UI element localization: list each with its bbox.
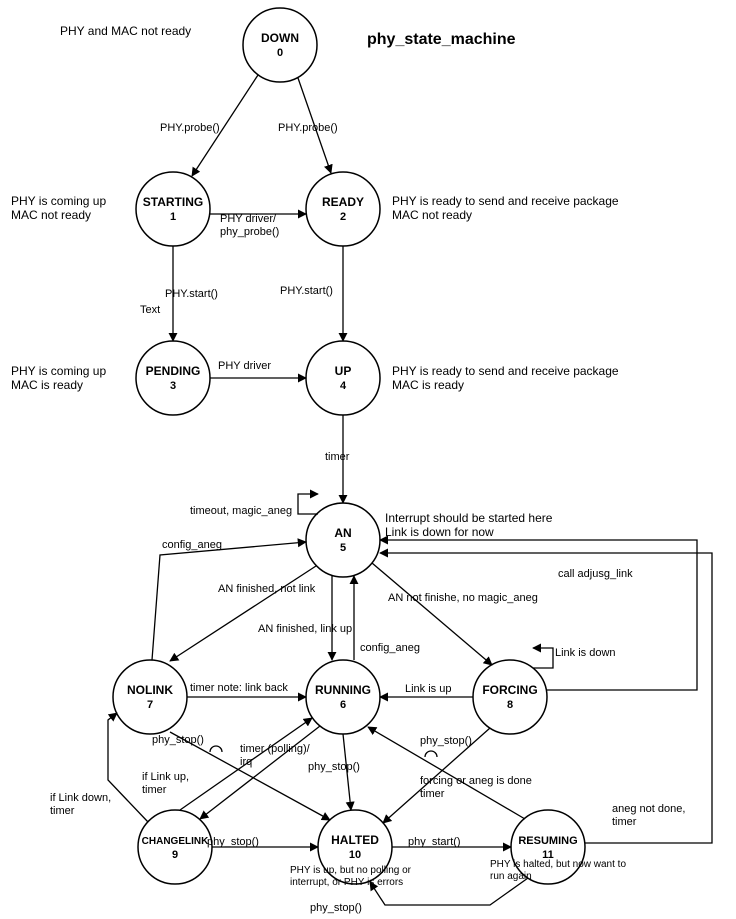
- svg-text:STARTING: STARTING: [143, 195, 203, 209]
- edge-label: phy_start(): [408, 836, 461, 848]
- svg-text:3: 3: [170, 380, 176, 392]
- node-pending: PENDING 3: [136, 341, 210, 415]
- svg-text:1: 1: [170, 211, 176, 223]
- edge-label: if Link up,: [142, 771, 189, 783]
- svg-text:RESUMING: RESUMING: [518, 835, 577, 847]
- side-notes: PHY and MAC not ready PHY is coming up M…: [11, 24, 626, 888]
- svg-text:run again: run again: [490, 871, 532, 882]
- edge-labels: PHY.probe() PHY.probe() PHY driver/phy_pro…: [50, 122, 685, 914]
- edge-label: call adjusg_link: [558, 568, 633, 580]
- svg-text:PHY is up, but no polling or: PHY is up, but no polling or: [290, 865, 412, 876]
- svg-text:9: 9: [172, 849, 178, 861]
- svg-text:NOLINK: NOLINK: [127, 683, 173, 697]
- svg-text:READY: READY: [322, 195, 364, 209]
- edge-label: forcing or aneg is done: [420, 775, 532, 787]
- svg-text:Link is down for now: Link is down for now: [385, 525, 494, 539]
- svg-text:UP: UP: [335, 364, 352, 378]
- edge-label: PHY.probe(): [278, 122, 338, 134]
- node-up: UP 4: [306, 341, 380, 415]
- svg-text:PHY is coming up: PHY is coming up: [11, 364, 106, 378]
- svg-text:6: 6: [340, 699, 346, 711]
- edge-label: PHY driver/: [220, 213, 277, 225]
- svg-text:MAC not ready: MAC not ready: [392, 208, 472, 222]
- node-ready: READY 2: [306, 172, 380, 246]
- edge-label: AN finished, link up: [258, 623, 352, 635]
- edge-label: timer: [142, 784, 167, 796]
- node-starting: STARTING 1: [136, 172, 210, 246]
- edge-label: config_aneg: [162, 539, 222, 551]
- svg-text:7: 7: [147, 699, 153, 711]
- svg-text:MAC is ready: MAC is ready: [392, 378, 464, 392]
- edge-label: timer (polling)/: [240, 743, 311, 755]
- edge-label: PHY.start(): [165, 288, 218, 300]
- edge-label: PHY.probe(): [160, 122, 220, 134]
- svg-text:DOWN: DOWN: [261, 31, 299, 45]
- nodes-group: DOWN 0 STARTING 1 READY 2 PENDING 3 UP 4…: [113, 8, 585, 884]
- svg-text:5: 5: [340, 542, 346, 554]
- svg-text:PHY is ready to send and recei: PHY is ready to send and receive package: [392, 364, 619, 378]
- svg-text:AN: AN: [334, 526, 351, 540]
- svg-text:PHY and MAC not ready: PHY and MAC not ready: [60, 24, 191, 38]
- svg-text:PHY is coming up: PHY is coming up: [11, 194, 106, 208]
- node-changelink: CHANGELINK 9: [138, 810, 212, 884]
- edge-label: timer note: link back: [190, 682, 288, 694]
- edge-label: phy_stop(): [308, 761, 360, 773]
- edge-label: if Link down,: [50, 792, 111, 804]
- edge-label: Link is down: [555, 647, 616, 659]
- edge-label: AN finished, not link: [218, 583, 316, 595]
- node-an: AN 5: [306, 503, 380, 577]
- edge-label: Link is up: [405, 683, 451, 695]
- svg-text:0: 0: [277, 47, 283, 59]
- svg-text:PHY is ready to send and recei: PHY is ready to send and receive package: [392, 194, 619, 208]
- svg-text:Interrupt should be started he: Interrupt should be started here: [385, 511, 553, 525]
- edge-label: timer: [612, 816, 637, 828]
- svg-text:PHY is halted, but now want to: PHY is halted, but now want to: [490, 859, 626, 870]
- edge-label: aneg not done,: [612, 803, 685, 815]
- svg-text:4: 4: [340, 380, 347, 392]
- edge-label: phy_probe(): [220, 226, 279, 238]
- svg-text:RUNNING: RUNNING: [315, 683, 371, 697]
- svg-text:2: 2: [340, 211, 346, 223]
- node-forcing: FORCING 8: [473, 660, 547, 734]
- svg-text:MAC not ready: MAC not ready: [11, 208, 91, 222]
- edge-label: irq: [240, 756, 252, 768]
- edge-label: config_aneg: [360, 642, 420, 654]
- edge-label: PHY.start(): [280, 285, 333, 297]
- diagram-title: phy_state_machine: [367, 31, 516, 48]
- node-running: RUNNING 6: [306, 660, 380, 734]
- node-nolink: NOLINK 7: [113, 660, 187, 734]
- svg-text:CHANGELINK: CHANGELINK: [142, 836, 209, 847]
- svg-text:interrupt, or PHY is errors: interrupt, or PHY is errors: [290, 877, 403, 888]
- edge-label: Text: [140, 304, 160, 316]
- edge-label: timeout, magic_aneg: [190, 505, 292, 517]
- edge-label: timer: [420, 788, 445, 800]
- svg-text:PENDING: PENDING: [146, 364, 201, 378]
- edge-label: timer: [50, 805, 75, 817]
- edge-label: AN not finishe, no magic_aneg: [388, 592, 538, 604]
- edge-label: phy_stop(): [420, 735, 472, 747]
- svg-text:8: 8: [507, 699, 513, 711]
- edge-label: phy_stop(): [207, 836, 259, 848]
- edge-label: phy_stop(): [152, 734, 204, 746]
- edge-label: phy_stop(): [310, 902, 362, 914]
- svg-text:10: 10: [349, 849, 361, 861]
- svg-text:HALTED: HALTED: [331, 833, 379, 847]
- edge-label: timer: [325, 451, 350, 463]
- svg-text:FORCING: FORCING: [482, 683, 537, 697]
- edge-label: PHY driver: [218, 360, 271, 372]
- node-down: DOWN 0: [243, 8, 317, 82]
- svg-text:MAC is ready: MAC is ready: [11, 378, 83, 392]
